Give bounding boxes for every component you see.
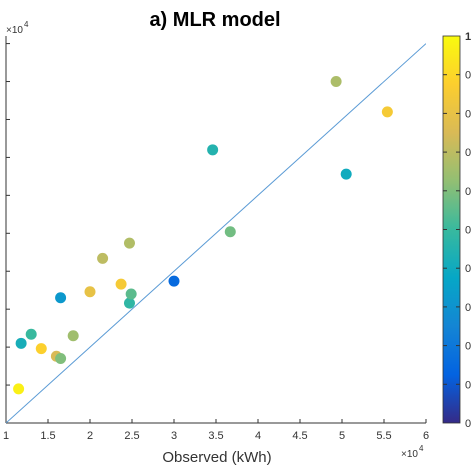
data-point (224, 226, 236, 238)
data-point (15, 337, 27, 349)
colorbar-bottom-label: 0 (465, 418, 471, 430)
colorbar-tick-label: 0 (465, 108, 471, 120)
data-point (340, 168, 352, 180)
colorbar-tick-label: 0 (465, 263, 471, 275)
data-point (125, 288, 137, 300)
data-point (123, 237, 135, 249)
y-ticks (6, 43, 10, 386)
x-axis-label: Observed (kWh) (162, 449, 271, 466)
data-point (168, 275, 180, 287)
x-tick-label: 1 (3, 430, 9, 442)
data-point (13, 383, 25, 395)
plot-area: 1 1.5 2 2.5 3 3.5 4 4.5 5 5.5 6 (3, 36, 429, 442)
data-point (67, 330, 79, 342)
reference-line (6, 43, 426, 423)
data-point (123, 297, 135, 309)
colorbar-top-label: 1 (465, 31, 471, 43)
x-tick-label: 3 (171, 430, 177, 442)
chart-title: a) MLR model (149, 9, 280, 31)
data-point (84, 286, 96, 298)
data-points (13, 76, 393, 395)
x-multiplier-exponent: 4 (419, 444, 424, 453)
x-tick-label: 5 (339, 430, 345, 442)
x-tick-label: 2 (87, 430, 93, 442)
data-point (35, 343, 47, 355)
colorbar: 1 0 0 0 0 0 0 0 0 0 0 (442, 31, 471, 430)
data-point (55, 292, 67, 304)
data-point (25, 328, 37, 340)
colorbar-ticks: 0 0 0 0 0 0 0 0 0 (443, 70, 471, 391)
data-point (97, 252, 109, 264)
x-tick-label: 6 (423, 430, 429, 442)
x-ticks: 1 1.5 2 2.5 3 3.5 4 4.5 5 5.5 6 (3, 419, 429, 442)
data-point (55, 353, 67, 364)
colorbar-tick-label: 0 (465, 147, 471, 159)
colorbar-tick-label: 0 (465, 225, 471, 237)
x-tick-label: 4 (255, 430, 261, 442)
x-tick-label: 1.5 (40, 430, 55, 442)
x-multiplier-base: ×10 (401, 449, 418, 460)
x-tick-label: 5.5 (376, 430, 391, 442)
data-point (381, 106, 393, 118)
colorbar-tick-label: 0 (465, 341, 471, 353)
colorbar-tick-label: 0 (465, 379, 471, 391)
x-tick-label: 3.5 (208, 430, 223, 442)
y-multiplier: ×10 4 (6, 20, 29, 36)
colorbar-tick-label: 0 (465, 186, 471, 198)
data-point (115, 278, 127, 290)
colorbar-tick-label: 0 (465, 70, 471, 82)
y-multiplier-base: ×10 (6, 25, 23, 36)
x-multiplier: ×10 4 (401, 444, 424, 460)
x-tick-label: 4.5 (292, 430, 307, 442)
x-tick-label: 2.5 (124, 430, 139, 442)
data-point (330, 76, 342, 88)
data-point (207, 144, 219, 156)
y-multiplier-exponent: 4 (24, 20, 29, 29)
colorbar-tick-label: 0 (465, 302, 471, 314)
